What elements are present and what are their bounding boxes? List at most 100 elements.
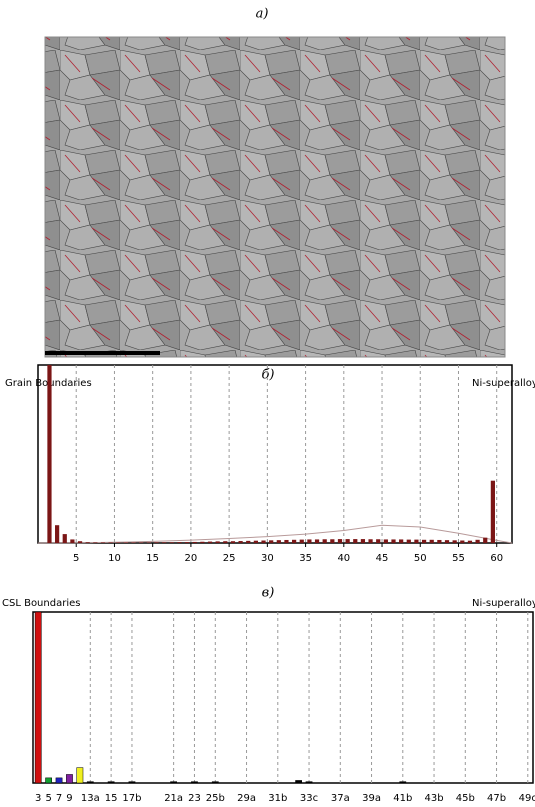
bar (490, 480, 495, 543)
bar (444, 540, 450, 543)
random-curve (37, 524, 513, 544)
x-tick-label: 17b (122, 793, 141, 804)
bar (93, 542, 98, 543)
x-tick-label: 49c (519, 793, 535, 804)
bar (337, 539, 343, 543)
panel-label: б) (261, 368, 274, 383)
bar (467, 540, 473, 543)
x-tick-label: 37a (331, 793, 350, 804)
bar (391, 539, 396, 543)
chart-title: CSL Boundaries (2, 598, 80, 609)
bar (322, 539, 327, 543)
x-tick-label: 33c (300, 793, 318, 804)
bar (139, 542, 144, 543)
bar (284, 539, 289, 543)
bar (192, 541, 197, 543)
bar (299, 539, 304, 543)
bar (76, 767, 84, 784)
x-tick-label: 45 (376, 553, 389, 564)
scale-bar (45, 351, 160, 355)
x-tick-label: 55 (452, 553, 465, 564)
bar (399, 781, 407, 784)
x-tick-label: 60 (490, 553, 503, 564)
bar (307, 539, 312, 543)
bar (261, 540, 266, 543)
bar (62, 534, 67, 543)
x-tick-label: 13a (81, 793, 100, 804)
bar (123, 542, 129, 543)
annotation: Ni-superalloy (472, 378, 535, 389)
panel-label: в) (262, 586, 275, 601)
bar (295, 780, 302, 784)
x-tick-label: 21a (164, 793, 183, 804)
bar (305, 781, 313, 784)
x-tick-label: 30 (261, 553, 274, 564)
bar (429, 539, 434, 543)
bar (177, 542, 182, 543)
x-tick-label: 5 (73, 553, 79, 564)
x-tick-label: 43b (425, 793, 444, 804)
bar (85, 542, 90, 543)
bar (108, 542, 113, 543)
bar (345, 539, 350, 543)
bar (47, 365, 52, 543)
bar (414, 539, 419, 543)
x-tick-label: 7 (56, 793, 62, 804)
bar (368, 539, 373, 543)
bar (55, 777, 63, 784)
bar (269, 540, 274, 543)
x-tick-label: 25 (223, 553, 236, 564)
bar (452, 540, 457, 543)
bar (483, 537, 488, 543)
x-tick-label: 5 (45, 793, 51, 804)
bar (70, 539, 75, 543)
x-tick-label: 20 (185, 553, 198, 564)
bar (146, 542, 151, 543)
bar (86, 781, 94, 784)
bar (170, 781, 177, 784)
bar (45, 777, 52, 784)
x-tick-label: 35 (299, 553, 312, 564)
bar (191, 781, 198, 784)
bar (223, 541, 228, 543)
bar (314, 539, 320, 543)
x-tick-label: 10 (108, 553, 121, 564)
x-tick-label: 15 (105, 793, 118, 804)
bar (131, 542, 136, 543)
bar (116, 542, 121, 543)
bar (207, 541, 213, 543)
bar (200, 541, 205, 543)
bar (100, 542, 106, 543)
bar (406, 539, 411, 543)
x-tick-label: 45b (456, 793, 475, 804)
bar (230, 541, 236, 543)
bar (34, 611, 42, 784)
bar (330, 539, 335, 543)
x-tick-label: 9 (66, 793, 72, 804)
bar (399, 539, 404, 543)
bar (246, 540, 251, 543)
bar (460, 540, 465, 543)
x-tick-label: 41b (393, 793, 412, 804)
x-tick-label: 29a (237, 793, 256, 804)
x-tick-label: 50 (414, 553, 427, 564)
bar (383, 539, 388, 543)
micrograph (44, 36, 506, 358)
x-tick-label: 31b (268, 793, 287, 804)
x-tick-label: 23 (188, 793, 201, 804)
bar (77, 541, 83, 543)
bar (169, 542, 174, 543)
bar (215, 541, 220, 543)
x-tick-label: 40 (337, 553, 350, 564)
x-tick-label: 15 (146, 553, 159, 564)
bar (128, 781, 136, 784)
bar (154, 542, 159, 543)
panel-label: а) (256, 7, 269, 22)
x-tick-label: 25b (206, 793, 225, 804)
x-tick-label: 39a (362, 793, 381, 804)
bar (360, 539, 366, 543)
bar (162, 542, 167, 543)
bar (66, 774, 73, 784)
annotation: Ni-superalloy (472, 598, 535, 609)
